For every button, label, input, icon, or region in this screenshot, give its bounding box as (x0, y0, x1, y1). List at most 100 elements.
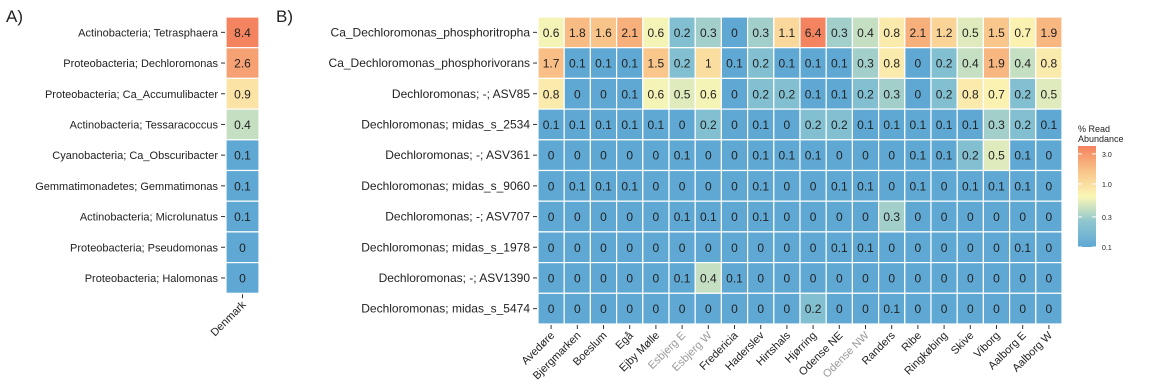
cell-value-label: 0 (784, 210, 791, 224)
cell-value-label: 1.7 (543, 57, 560, 71)
cell-value-label: 0 (836, 149, 843, 163)
cell-value-label: 0.1 (674, 210, 691, 224)
cell-value-label: 0.6 (700, 87, 717, 101)
cell-value-label: 0 (548, 271, 555, 285)
cell-value-label: 0 (626, 302, 633, 316)
cell-value-label: 0 (757, 302, 764, 316)
cell-value-label: 0.1 (543, 118, 560, 132)
panel-a-column-labels: Denmark (209, 294, 249, 339)
cell-value-label: 0.1 (831, 57, 848, 71)
heatmap-cell (773, 47, 801, 80)
cell-value-label: 0.1 (234, 149, 251, 163)
cell-value-label: 0.1 (569, 118, 586, 132)
cell-value-label: 0.1 (962, 118, 979, 132)
heatmap-cell (615, 231, 644, 264)
cell-value-label: 0 (679, 302, 686, 316)
cell-value-label: 0.2 (936, 87, 953, 101)
heatmap-cell (1008, 16, 1037, 49)
cell-value-label: 0 (915, 210, 922, 224)
cell-value-label: 2.1 (910, 26, 927, 40)
cell-value-label: 0.2 (962, 149, 979, 163)
heatmap-cell (642, 169, 670, 202)
cell-value-label: 0.2 (831, 118, 848, 132)
cell-value-label: 0 (784, 241, 791, 255)
cell-value-label: 0 (653, 302, 660, 316)
cell-value-label: 0 (993, 210, 1000, 224)
heatmap-cell (1035, 262, 1063, 294)
cell-value-label: 6.4 (805, 26, 822, 40)
heatmap-cell (720, 169, 749, 202)
cell-value-label: 0.1 (831, 179, 848, 193)
cell-value-label: 0 (810, 210, 817, 224)
cell-value-label: 0.1 (752, 149, 769, 163)
heatmap-cell (225, 231, 260, 264)
cell-value-label: 0 (600, 241, 607, 255)
cell-value-label: 0 (574, 302, 581, 316)
heatmap-cell (1035, 292, 1063, 325)
heatmap-cell (615, 292, 644, 325)
cell-value-label: 0 (600, 149, 607, 163)
cell-value-label: 0 (993, 302, 1000, 316)
heatmap-cell (1008, 139, 1037, 172)
heatmap-cell (851, 77, 880, 110)
cell-value-label: 0.1 (988, 179, 1005, 193)
legend-tick-label: 1.0 (1102, 182, 1112, 189)
cell-value-label: 0.1 (569, 57, 586, 71)
cell-value-label: 0.2 (752, 87, 769, 101)
heatmap-cell (930, 16, 958, 49)
heatmap-cell (563, 77, 592, 110)
heatmap-cell (877, 200, 906, 233)
cell-value-label: 0.1 (595, 118, 612, 132)
heatmap-cell (642, 231, 670, 264)
cell-value-label: 0.1 (857, 179, 874, 193)
color-legend: % Read Abundance 3.0 1.0 0.3 0.1 (1078, 124, 1124, 252)
heatmap-cell (615, 77, 644, 110)
cell-value-label: 0 (915, 241, 922, 255)
heatmap-cell (720, 292, 749, 325)
heatmap-cell (904, 108, 932, 141)
heatmap-cell (225, 169, 260, 202)
heatmap-cell (642, 200, 670, 233)
cell-value-label: 0.2 (700, 118, 717, 132)
heatmap-cell (799, 200, 827, 233)
heatmap-cell (982, 139, 1011, 172)
cell-value-label: 0 (653, 241, 660, 255)
heatmap-cell (982, 231, 1011, 264)
heatmap-cell (563, 292, 592, 325)
row-label: Actinobacteria; Tetrasphaera (78, 27, 219, 39)
heatmap-cell (904, 47, 932, 80)
cell-value-label: 0 (679, 241, 686, 255)
cell-value-label: 0.1 (1041, 118, 1058, 132)
cell-value-label: 0.3 (700, 26, 717, 40)
heatmap-cell (930, 77, 958, 110)
heatmap-cell (930, 139, 958, 172)
heatmap-cell (668, 139, 696, 172)
heatmap-cell (720, 139, 749, 172)
cell-value-label: 1.6 (595, 26, 612, 40)
heatmap-cell (956, 77, 985, 110)
cell-value-label: 0 (1019, 271, 1026, 285)
heatmap-cell (746, 16, 775, 49)
cell-value-label: 0.3 (883, 210, 900, 224)
row-label: Proteobacteria; Pseudomonas (70, 242, 218, 254)
heatmap-cell (851, 231, 880, 264)
cell-value-label: 0 (1046, 149, 1053, 163)
heatmap-cell (773, 231, 801, 264)
cell-value-label: 0.2 (1014, 87, 1031, 101)
cell-value-label: 0 (915, 57, 922, 71)
cell-value-label: 0.5 (988, 149, 1005, 163)
heatmap-cell (615, 169, 644, 202)
cell-value-label: 0.1 (700, 210, 717, 224)
cell-value-label: 0 (888, 179, 895, 193)
cell-value-label: 0 (967, 302, 974, 316)
cell-value-label: 0 (941, 302, 948, 316)
cell-value-label: 0.1 (234, 210, 251, 224)
cell-value-label: 0 (731, 179, 738, 193)
row-label: Dechloromonas; midas_s_9060 (361, 179, 530, 193)
legend-title-line1: % Read (1078, 124, 1110, 134)
cell-value-label: 0 (548, 302, 555, 316)
cell-value-label: 0 (1019, 210, 1026, 224)
cell-value-label: 0.5 (1041, 87, 1058, 101)
cell-value-label: 0.1 (831, 241, 848, 255)
cell-value-label: 0.1 (962, 179, 979, 193)
